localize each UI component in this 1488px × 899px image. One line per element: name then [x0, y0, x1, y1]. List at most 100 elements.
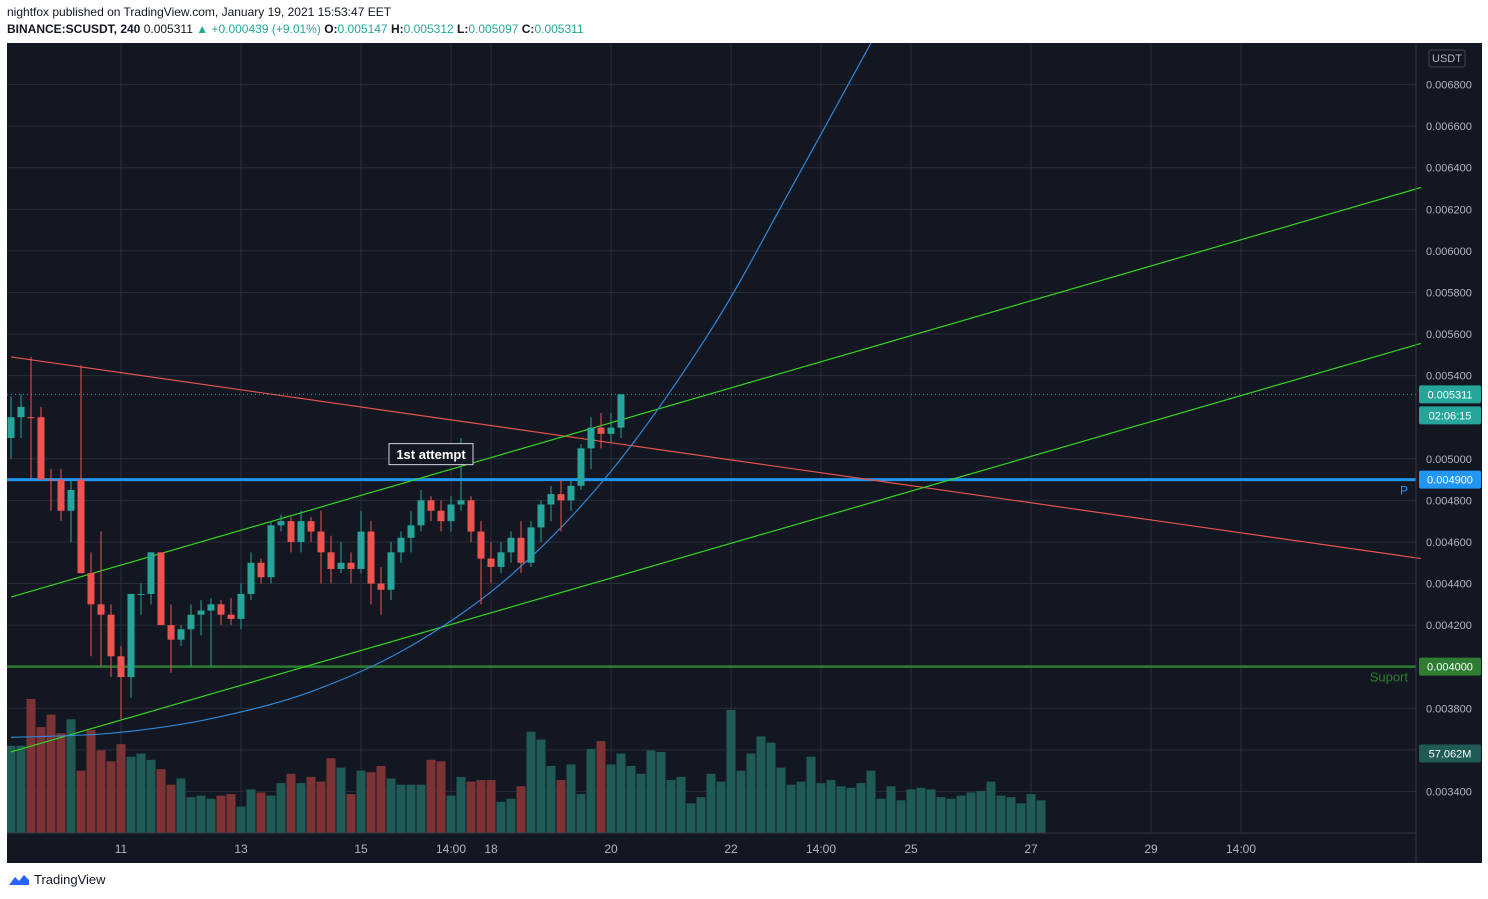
candle-body: [427, 500, 435, 511]
candle-body: [617, 394, 625, 428]
candle-body: [287, 521, 295, 542]
candle-body: [467, 500, 475, 532]
volume-bar: [946, 798, 956, 833]
candle-body: [407, 525, 415, 538]
growth-curve: [10, 43, 872, 738]
volume-bar: [176, 778, 186, 833]
volume-bar: [126, 756, 136, 833]
candle: [267, 521, 275, 584]
candle-body: [307, 521, 315, 532]
candle-body: [7, 417, 15, 438]
volume-bar: [266, 795, 276, 833]
volume-bar: [606, 764, 616, 833]
candle-body: [77, 479, 85, 574]
candle-body: [97, 604, 105, 615]
volume-bar: [626, 766, 636, 833]
candle-body: [117, 656, 125, 678]
candle: [157, 552, 165, 626]
candle: [447, 496, 455, 532]
candle-body: [387, 552, 395, 590]
volume-bar: [326, 758, 336, 833]
candle: [527, 521, 535, 567]
y-tick-label: 0.006800: [1426, 80, 1472, 92]
y-tick-label: 0.004400: [1426, 579, 1472, 591]
candle: [337, 541, 345, 574]
volume-bar: [686, 803, 696, 833]
unit-box: USDT: [1428, 49, 1466, 68]
volume-bar: [796, 781, 806, 833]
open-label: O:: [324, 22, 338, 36]
candle-body: [607, 427, 615, 434]
candle-body: [337, 562, 345, 569]
candle: [77, 365, 85, 574]
candle: [547, 485, 555, 522]
volume-bar: [566, 764, 576, 833]
candle: [507, 531, 515, 563]
candle: [477, 521, 485, 605]
candle-body: [317, 531, 325, 553]
volume-bar: [756, 736, 766, 833]
candle-body: [217, 604, 225, 615]
y-tick-label: 0.006400: [1426, 163, 1472, 175]
volume-bar: [366, 772, 376, 833]
candle: [127, 593, 135, 698]
candle: [257, 558, 265, 584]
volume-bar: [656, 751, 666, 833]
volume-bar: [406, 784, 416, 833]
volume-bar: [1026, 794, 1036, 833]
volume-bar: [226, 794, 236, 833]
price-chart[interactable]: 1st attempt P Suport 0.006800 0.006600 0.0064…: [7, 43, 1482, 863]
x-tick-label: 25: [904, 842, 918, 856]
candle-body: [437, 510, 445, 522]
resistance-tag: P: [1400, 484, 1408, 498]
volume-bar: [926, 789, 936, 833]
volume-bar: [836, 786, 846, 833]
volume-bar: [826, 780, 836, 833]
volume-bar: [876, 798, 886, 833]
candle-body: [57, 479, 65, 511]
candle: [557, 479, 565, 532]
candle: [57, 469, 65, 522]
candle-body: [577, 448, 585, 486]
volume-bar: [156, 769, 166, 833]
resistance-badge: 0.004900: [1427, 475, 1473, 487]
candle: [37, 406, 45, 480]
candle: [47, 469, 55, 511]
publish-line: nightfox published on TradingView.com, J…: [7, 5, 391, 19]
candle: [107, 604, 115, 678]
x-tick-label: 14:00: [1226, 842, 1256, 856]
close-value: 0.005311: [534, 22, 584, 36]
symbol-label: BINANCE:SCUSDT, 240: [7, 22, 141, 36]
volume-bar: [236, 806, 246, 833]
volume-bar: [916, 787, 926, 833]
volume-bar: [256, 792, 266, 833]
candle-body: [347, 562, 355, 569]
support-badge-bg: [1419, 657, 1481, 676]
volume-bar: [866, 770, 876, 833]
candle-body: [377, 583, 385, 590]
x-tick-label: 14:00: [806, 842, 836, 856]
candle: [67, 479, 75, 542]
volume-bar: [456, 776, 466, 833]
candle-body: [87, 573, 95, 605]
candle-body: [127, 593, 135, 678]
candle-body: [477, 531, 485, 559]
volume-bar: [276, 783, 286, 833]
volume-bar: [186, 797, 196, 833]
annotation-box: [388, 443, 474, 466]
volume-bar: [996, 795, 1006, 833]
candle: [247, 552, 255, 601]
volume-bar: [526, 731, 536, 833]
candle: [137, 583, 145, 615]
volume-bar: [956, 795, 966, 833]
candle: [487, 541, 495, 584]
volume-bar: [246, 789, 256, 833]
support-tag: Suport: [1370, 670, 1409, 685]
volume-bar: [666, 780, 676, 833]
candle-body: [397, 537, 405, 553]
annotation-label: 1st attempt: [388, 443, 474, 466]
volume-bar: [7, 745, 16, 833]
candle: [417, 489, 425, 532]
last-price: 0.005311: [143, 22, 193, 36]
volume-bar: [496, 801, 506, 833]
